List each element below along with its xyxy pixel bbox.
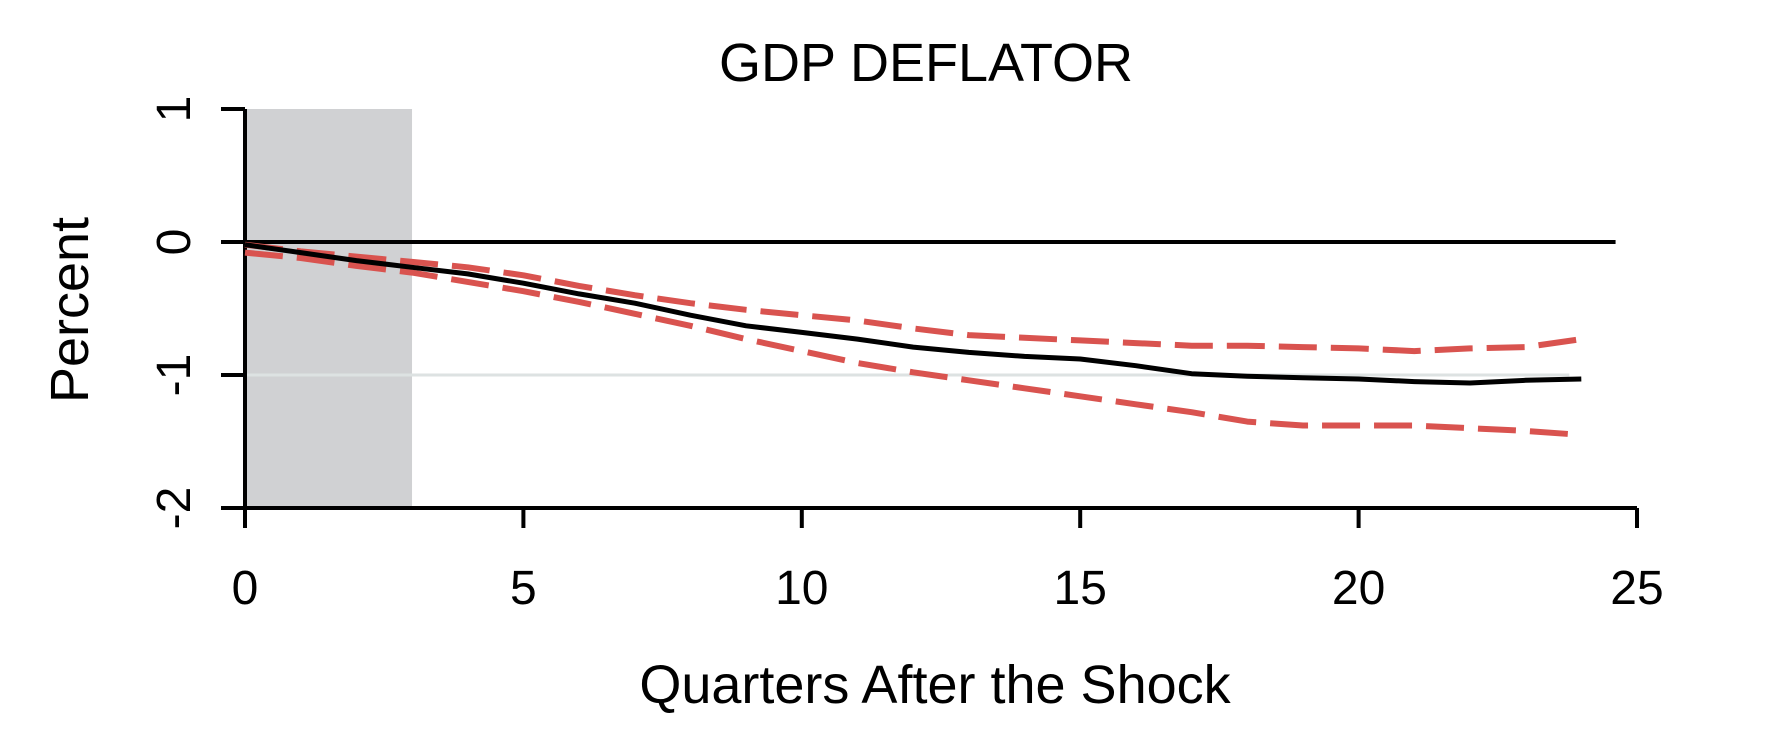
- plot-area: 0 5 10 15 20 25 -2 -1 0 1: [148, 96, 1664, 615]
- series-line-upper-band: [244, 241, 1582, 355]
- shaded-region: [245, 109, 413, 508]
- y-tick-label: -1: [148, 354, 201, 397]
- x-tick-label: 25: [1610, 562, 1663, 615]
- y-axis-label: Percent: [40, 217, 100, 403]
- y-tick-label: -2: [148, 487, 201, 530]
- x-tick-label: 20: [1332, 562, 1385, 615]
- y-tick-label: 1: [148, 96, 201, 123]
- series-line-lower-band: [244, 249, 1582, 438]
- chart-title: GDP DEFLATOR: [719, 33, 1133, 93]
- x-tick-label: 5: [510, 562, 537, 615]
- x-tick-label: 0: [232, 562, 259, 615]
- x-tick-label: 10: [775, 562, 828, 615]
- series-line-estimate: [244, 242, 1582, 386]
- y-tick-label: 0: [148, 229, 201, 256]
- x-axis-label: Quarters After the Shock: [639, 655, 1231, 715]
- x-tick-label: 15: [1054, 562, 1107, 615]
